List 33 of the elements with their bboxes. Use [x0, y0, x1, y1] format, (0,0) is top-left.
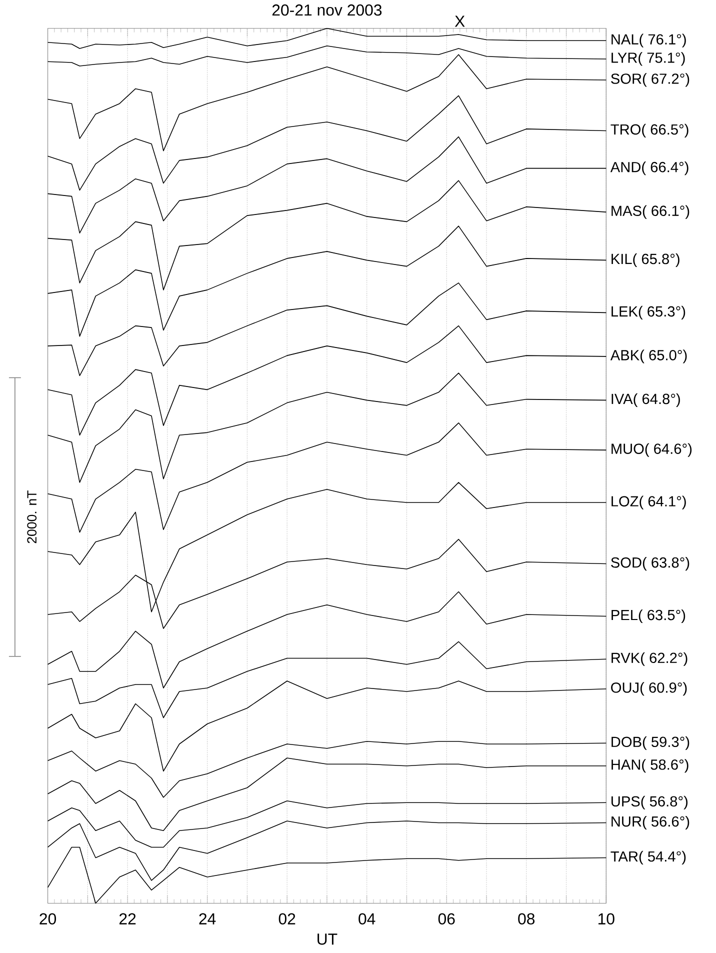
series-label: LOZ( 64.1°): [612, 496, 686, 510]
series-label: NAL( 76.1°): [612, 34, 686, 48]
x-axis-title: UT: [318, 934, 338, 945]
series-label: OUJ( 60.9°): [611, 682, 687, 696]
series-label: NUR( 56.6°): [612, 816, 690, 830]
series-label: SOD( 63.8°): [611, 556, 690, 571]
series-label: IVA( 64.8°): [612, 393, 680, 407]
series-label: TAR( 54.4°): [610, 850, 686, 865]
series-label: RVK( 62.2°): [612, 652, 688, 666]
series-label: UPS( 56.8°): [612, 796, 688, 810]
x-tick-label: 04: [358, 913, 376, 924]
series-label: ABK( 65.0°): [610, 350, 687, 364]
series-label: MAS( 66.1°): [612, 205, 690, 219]
x-tick-label: 20: [40, 913, 56, 924]
x-tick-label: 02: [279, 913, 296, 924]
series-label: HAN( 58.6°): [612, 759, 688, 773]
series-label: DOB( 59.3°): [612, 736, 690, 750]
series-label: TRO( 66.5°): [610, 124, 688, 138]
series-label: PEL( 63.5°): [612, 609, 686, 624]
x-tick-label: 06: [438, 913, 455, 924]
series-label: MUO( 64.6°): [612, 443, 692, 457]
x-tick-label: 10: [598, 913, 615, 924]
chart-title: 20-21 nov 2003: [272, 4, 382, 16]
text: X: [455, 16, 465, 27]
series-label: LEK( 65.3°): [612, 306, 686, 320]
series-label: LYR( 75.1°): [612, 52, 685, 66]
series-label: AND( 66.4°): [610, 162, 688, 176]
x-tick-label: 24: [199, 913, 216, 924]
x-tick-label: 22: [120, 913, 136, 924]
text: 2000. nT: [27, 490, 37, 544]
series-label: KIL( 65.8°): [612, 253, 680, 267]
x-tick-label: 08: [518, 913, 535, 924]
series-label: SOR( 67.2°): [611, 73, 690, 87]
